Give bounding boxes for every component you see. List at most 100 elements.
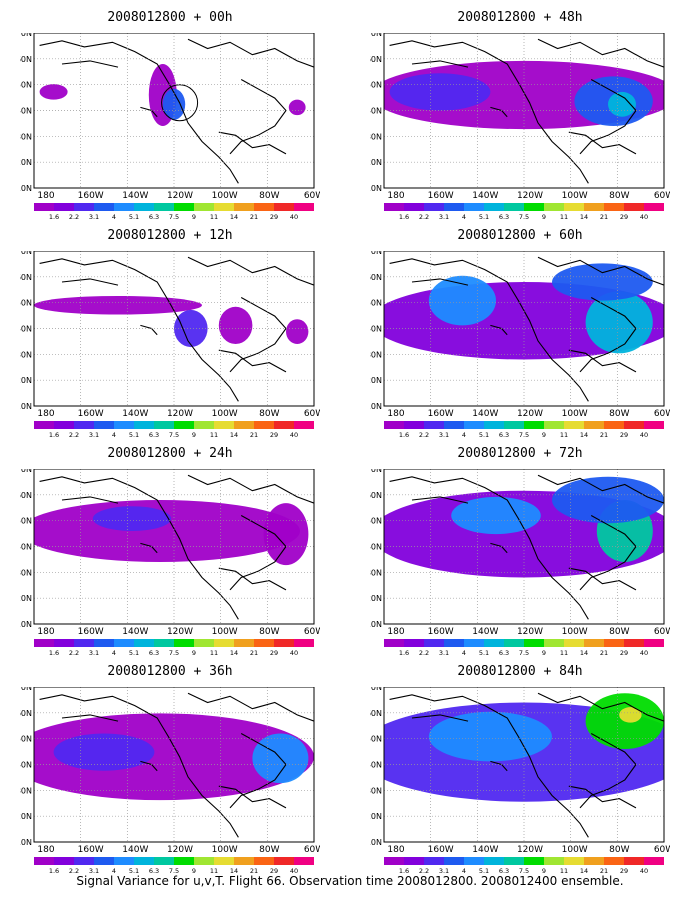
- colorbar-swatch: [194, 639, 214, 647]
- colorbar-label: 9: [192, 213, 196, 221]
- map-panel-60h: 2008012800 + 60h 10N 20N 30N 40N 50N 60N 70N 18…: [366, 228, 674, 439]
- lon-label: 80W: [259, 409, 279, 419]
- colorbar-swatch: [584, 857, 604, 865]
- colorbar-label: 11: [210, 431, 218, 439]
- variance-contour: [53, 733, 155, 771]
- colorbar-swatch: [134, 203, 154, 211]
- colorbar-label: 29: [270, 649, 278, 657]
- colorbar-swatch: [544, 639, 564, 647]
- lat-label: 40N: [370, 107, 382, 116]
- colorbar-swatch: [544, 203, 564, 211]
- colorbar-swatch: [484, 203, 504, 211]
- colorbar-swatch: [564, 421, 584, 429]
- lon-label: 100W: [562, 409, 588, 419]
- colorbar-label: 3.1: [89, 649, 99, 657]
- colorbar-label: 29: [270, 867, 278, 875]
- colorbar-label: 14: [580, 649, 588, 657]
- lat-label: 60N: [20, 491, 32, 500]
- colorbar-swatch: [544, 421, 564, 429]
- coastline: [39, 694, 239, 838]
- colorbar-swatch: [54, 639, 74, 647]
- lat-label: 60N: [20, 709, 32, 718]
- colorbar-swatch: [134, 857, 154, 865]
- coastline: [218, 567, 287, 591]
- colorbar-swatch: [604, 421, 624, 429]
- variance-contour: [428, 275, 496, 326]
- colorbar-swatch: [524, 857, 544, 865]
- colorbar-label: 4: [112, 431, 116, 439]
- colorbar-swatch: [464, 857, 484, 865]
- colorbar-swatch: [504, 639, 524, 647]
- map-frame: [383, 250, 665, 407]
- lon-label: 160W: [78, 627, 104, 637]
- colorbar-label: 9: [192, 649, 196, 657]
- coastline: [229, 79, 287, 155]
- colorbar-label: 2.2: [419, 213, 429, 221]
- map-panel-48h: 2008012800 + 48h 10N 20N 30N 40N 50N 60N 70N 18…: [366, 10, 674, 221]
- forecast-map: 10N 20N 30N 40N 50N 60N 70N 180 160W 140W 120W 100W…: [366, 683, 674, 881]
- coastline: [411, 714, 469, 722]
- colorbar-label: 2.2: [419, 431, 429, 439]
- colorbar-label: 4: [462, 649, 466, 657]
- colorbar-swatch: [564, 857, 584, 865]
- colorbar-label: 29: [620, 213, 628, 221]
- colorbar-swatch: [624, 203, 644, 211]
- lat-label: 50N: [370, 517, 382, 526]
- colorbar-swatch: [644, 203, 664, 211]
- colorbar-swatch: [254, 857, 274, 865]
- colorbar-swatch: [134, 421, 154, 429]
- lat-label: 60N: [20, 273, 32, 282]
- colorbar-swatch: [444, 857, 464, 865]
- colorbar-swatch: [34, 857, 54, 865]
- colorbar-swatch: [194, 421, 214, 429]
- colorbar-swatch: [584, 421, 604, 429]
- colorbar-label: 9: [192, 867, 196, 875]
- lat-label: 30N: [20, 786, 32, 795]
- colorbar-swatch: [404, 857, 424, 865]
- colorbar-swatch: [444, 639, 464, 647]
- map-frame: [33, 686, 315, 843]
- coastline: [187, 256, 314, 286]
- lat-label: 30N: [370, 132, 382, 141]
- coastline: [229, 733, 287, 809]
- lat-label: 70N: [370, 251, 382, 256]
- lat-label: 60N: [370, 273, 382, 282]
- lat-label: 70N: [370, 687, 382, 692]
- forecast-map: 10N 20N 30N 40N 50N 60N 70N 180 160W 140W 120W 100W…: [366, 247, 674, 445]
- coastline: [39, 258, 239, 402]
- colorbar-swatch: [94, 203, 114, 211]
- lon-label: 180: [387, 627, 404, 637]
- colorbar-label: 21: [250, 431, 258, 439]
- colorbar-label: 2.2: [419, 867, 429, 875]
- colorbar-label: 21: [600, 867, 608, 875]
- colorbar-swatch: [504, 857, 524, 865]
- variance-contour: [585, 291, 653, 354]
- lat-label: 10N: [370, 620, 382, 629]
- variance-contour: [619, 707, 642, 723]
- map-panel-24h: 2008012800 + 24h 10N 20N 30N 40N 50N 60N 70N 18…: [16, 446, 324, 657]
- colorbar-label: 21: [250, 867, 258, 875]
- colorbar-swatch: [384, 421, 404, 429]
- coastline: [229, 515, 287, 591]
- colorbar-label: 21: [600, 213, 608, 221]
- colorbar-swatch: [174, 203, 194, 211]
- lat-label: 10N: [20, 838, 32, 847]
- colorbar-swatch: [644, 857, 664, 865]
- colorbar-label: 3.1: [89, 431, 99, 439]
- lon-label: 180: [387, 845, 404, 855]
- colorbar-label: 7.5: [519, 867, 529, 875]
- forecast-map: 10N 20N 30N 40N 50N 60N 70N 180 160W 140W 120W 100W…: [16, 247, 324, 445]
- colorbar-swatch: [604, 857, 624, 865]
- colorbar-label: 1.6: [49, 213, 59, 221]
- lon-label: 120W: [167, 409, 193, 419]
- lon-label: 60W: [654, 191, 670, 201]
- colorbar-swatch: [524, 421, 544, 429]
- variance-contour: [428, 711, 552, 762]
- lon-label: 160W: [78, 845, 104, 855]
- colorbar-swatch: [564, 203, 584, 211]
- lon-label: 160W: [428, 627, 454, 637]
- colorbar-label: 1.6: [49, 867, 59, 875]
- colorbar-label: 40: [290, 867, 298, 875]
- colorbar-swatch: [294, 421, 314, 429]
- colorbar-swatch: [444, 203, 464, 211]
